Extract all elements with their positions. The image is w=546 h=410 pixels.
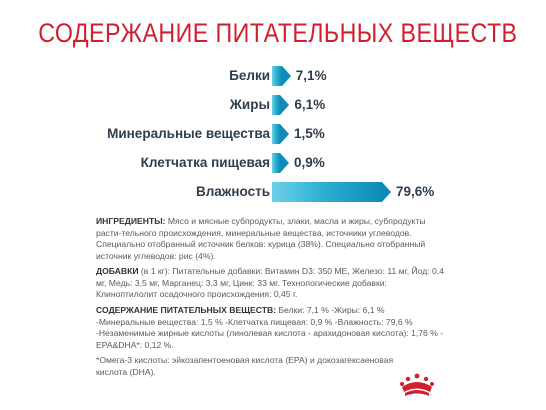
bar-tip [280, 95, 290, 115]
additives-paragraph: ДОБАВКИ (в 1 кг): Питательные добавки: В… [96, 266, 446, 301]
nutrient-bar-chart: Белки 7,1% Жиры 6,1% Минеральные вещества 1,5… [107, 66, 435, 202]
nutrients-heading: СОДЕРЖАНИЕ ПИТАТЕЛЬНЫХ ВЕЩЕСТВ: [96, 305, 277, 315]
nutrients-paragraph: СОДЕРЖАНИЕ ПИТАТЕЛЬНЫХ ВЕЩЕСТВ: Белки: 7… [96, 305, 446, 351]
category-label: Влажность [195, 184, 270, 199]
bar-value-label: 0,9% [294, 155, 325, 170]
ingredients-text: Мясо и мясные субпродукты, злаки, масла … [96, 216, 426, 261]
bar-value-label: 7,1% [295, 68, 327, 83]
bar-fill [272, 66, 282, 86]
category-label: Минеральные вещества [107, 126, 270, 141]
footnote: *Омега-3 кислоты: эйкозапентоеновая кисл… [96, 355, 394, 377]
bar-tip [281, 66, 291, 86]
bar-value-label: 1,5% [294, 126, 325, 141]
bar-value-label: 79,6% [396, 184, 435, 199]
bar-tip [280, 124, 289, 144]
royal-canin-crown-icon [400, 373, 434, 396]
category-label: Жиры [229, 97, 270, 112]
bar-value-label: 6,1% [294, 97, 326, 112]
bar-fill [272, 182, 382, 202]
category-label: Белки [229, 68, 270, 83]
nutrients-text: Белки: 7,1 % -Жиры: 6,1 % -Минеральные в… [96, 305, 444, 350]
bar-tip [280, 153, 289, 173]
category-label: Клетчатка пищевая [140, 155, 270, 170]
page-title: СОДЕРЖАНИЕ ПИТАТЕЛЬНЫХ ВЕЩЕСТВ [38, 18, 518, 48]
ingredients-paragraph: ИНГРЕДИЕНТЫ: Мясо и мясные субпродукты, … [96, 216, 446, 262]
additives-heading: ДОБАВКИ [96, 266, 139, 276]
bar-fill [272, 153, 280, 173]
bar-fill [272, 95, 281, 115]
bar-fill [272, 124, 280, 144]
additives-text: (в 1 кг): Питательные добавки: Витамин D… [96, 266, 444, 300]
ingredients-heading: ИНГРЕДИЕНТЫ: [96, 216, 166, 226]
bar-tip [382, 182, 391, 202]
